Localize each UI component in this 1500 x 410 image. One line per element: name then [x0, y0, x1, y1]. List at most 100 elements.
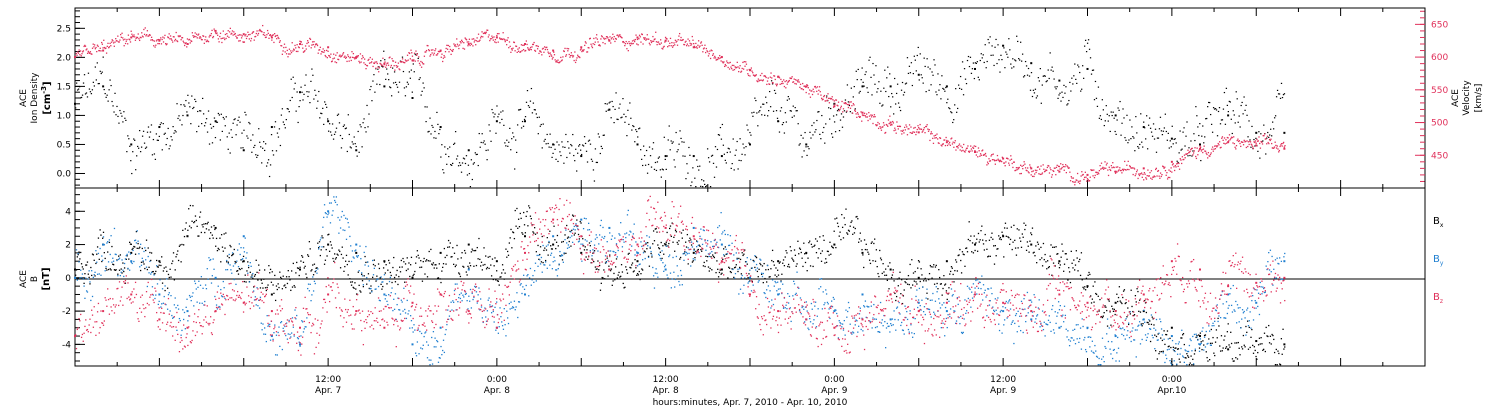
density-sample: [697, 165, 699, 168]
bx-sample: [192, 205, 194, 207]
by-sample: [95, 250, 97, 252]
density-sample: [684, 155, 686, 157]
bx-sample: [933, 264, 935, 266]
velocity-sample: [1187, 149, 1189, 151]
bx-sample: [436, 267, 438, 269]
velocity-sample: [381, 64, 383, 67]
velocity-sample: [596, 38, 599, 40]
velocity-sample: [297, 50, 299, 53]
by-sample: [166, 308, 169, 310]
velocity-sample: [374, 61, 376, 63]
density-sample: [142, 130, 145, 132]
density-sample: [127, 135, 129, 137]
density-sample: [138, 129, 141, 132]
density-sample: [231, 136, 233, 139]
velocity-sample: [560, 56, 562, 59]
bx-sample: [215, 237, 218, 240]
density-sample: [259, 141, 261, 143]
density-point: [1086, 67, 1089, 70]
velocity-sample: [1062, 163, 1064, 166]
density-sample: [569, 152, 571, 154]
density-sample: [775, 110, 778, 112]
bx-sample: [1160, 350, 1163, 353]
bx-sample: [757, 276, 759, 278]
velocity-sample: [327, 50, 329, 52]
bx-sample: [766, 281, 768, 283]
bx-sample: [459, 275, 462, 278]
velocity-sample: [875, 124, 878, 127]
bx-sample: [162, 270, 165, 272]
density-sample: [627, 109, 629, 111]
bx-sample: [401, 266, 403, 268]
density-sample: [825, 123, 827, 125]
velocity-sample: [540, 51, 542, 53]
bx-sample: [319, 254, 321, 257]
velocity-sample: [75, 52, 78, 55]
density-sample: [634, 141, 636, 143]
density-sample: [93, 85, 96, 87]
by-sample: [172, 317, 174, 319]
density-sample: [919, 53, 921, 55]
velocity-sample: [367, 59, 369, 61]
bx-sample: [1196, 334, 1198, 337]
density-sample: [140, 146, 143, 148]
bx-sample: [764, 277, 766, 280]
velocity-sample: [631, 40, 634, 42]
bx-sample: [94, 275, 96, 277]
density-sample: [797, 123, 799, 125]
bx-sample: [257, 279, 259, 281]
velocity-sample: [970, 148, 973, 150]
bx-sample: [1155, 335, 1158, 338]
velocity-sample: [1117, 166, 1119, 168]
bx-sample: [844, 223, 846, 226]
bx-sample: [644, 251, 646, 253]
bx-sample: [241, 267, 243, 270]
density-sample: [589, 143, 592, 145]
velocity-point: [158, 39, 161, 42]
velocity-sample: [1254, 141, 1256, 144]
bx-sample: [358, 284, 360, 287]
density-sample: [845, 111, 848, 113]
velocity-sample: [788, 79, 790, 82]
bx-sample: [816, 240, 818, 242]
bx-sample: [694, 257, 696, 259]
velocity-sample: [347, 55, 350, 58]
velocity-sample: [1001, 156, 1004, 158]
velocity-sample: [920, 128, 923, 130]
density-sample: [372, 80, 374, 82]
density-point: [1283, 131, 1286, 134]
bx-sample: [76, 256, 78, 258]
density-sample: [122, 121, 124, 123]
velocity-sample: [228, 31, 231, 33]
velocity-sample: [844, 102, 846, 105]
bx-sample: [1064, 253, 1067, 255]
velocity-sample: [574, 61, 577, 64]
bx-sample: [539, 253, 541, 256]
velocity-sample: [345, 56, 348, 58]
bx-sample: [1003, 227, 1006, 229]
density-sample: [179, 119, 181, 121]
bx-sample: [1236, 358, 1239, 360]
density-point: [664, 155, 667, 158]
density-sample: [1100, 118, 1103, 121]
density-sample: [256, 156, 258, 158]
density-sample: [947, 98, 949, 100]
density-sample: [490, 140, 492, 142]
velocity-sample: [174, 40, 176, 42]
density-sample: [1187, 155, 1189, 157]
bx-sample: [731, 268, 733, 270]
velocity-sample: [1208, 155, 1210, 157]
bx-sample: [177, 259, 180, 262]
bx-sample: [404, 263, 407, 265]
velocity-sample: [989, 160, 991, 162]
by-sample: [78, 261, 80, 263]
bx-sample: [1039, 258, 1041, 261]
bx-sample: [898, 277, 900, 279]
bx-sample: [272, 284, 274, 286]
bx-sample: [385, 264, 387, 266]
velocity-sample: [655, 31, 657, 33]
velocity-sample: [868, 111, 870, 114]
velocity-sample: [173, 36, 175, 38]
bx-sample: [426, 259, 428, 261]
velocity-sample: [383, 63, 385, 66]
